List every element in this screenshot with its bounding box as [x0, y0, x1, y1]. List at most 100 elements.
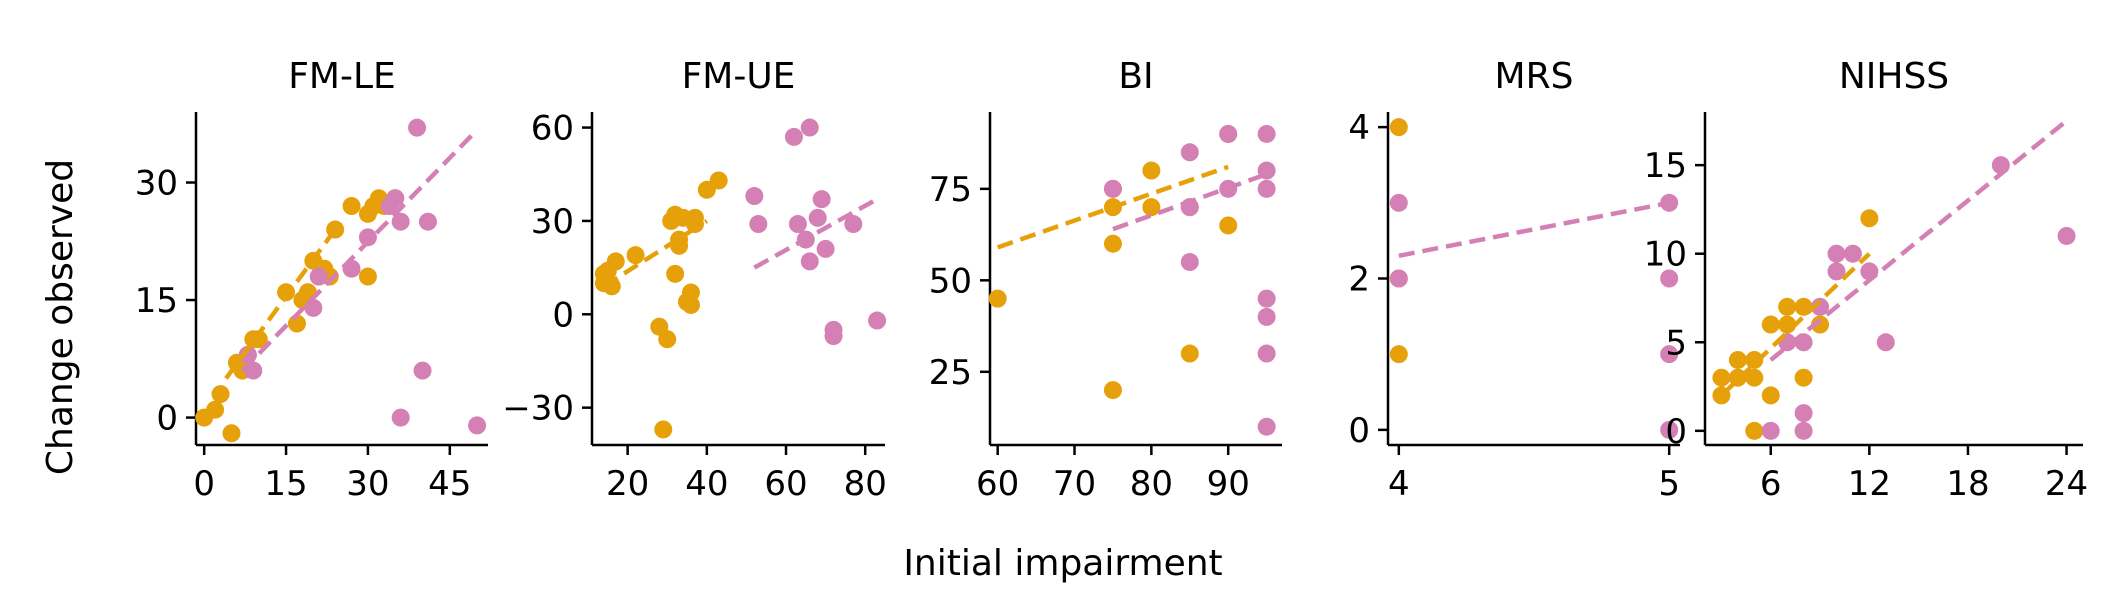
data-point-orange — [287, 314, 306, 333]
data-point-pink — [749, 215, 768, 234]
data-point-pink — [784, 127, 803, 146]
data-point-orange — [1389, 118, 1408, 137]
y-tick-label: 2 — [1348, 260, 1370, 300]
x-tick-label: 6 — [1760, 464, 1782, 504]
y-tick-label: 15 — [135, 281, 178, 321]
panel-bi: BI 25 50 75 60 70 80 90 — [929, 56, 1282, 504]
data-point-orange — [1745, 421, 1764, 440]
data-point-orange — [1745, 350, 1764, 369]
data-point-orange — [626, 246, 645, 265]
data-point-pink — [788, 215, 807, 234]
y-tick-label: 30 — [531, 202, 574, 242]
panel-title: BI — [1118, 56, 1153, 97]
data-point-orange — [1778, 297, 1797, 316]
x-tick-label: 70 — [1053, 464, 1096, 504]
x-tick-label: 18 — [1946, 464, 1989, 504]
data-point-pink — [1257, 417, 1276, 436]
y-tick-label: 0 — [1348, 411, 1370, 451]
x-tick-label: 12 — [1848, 464, 1891, 504]
y-tick-label: 0 — [1665, 412, 1687, 452]
data-point-orange — [1142, 198, 1161, 217]
data-point-pink — [1257, 124, 1276, 143]
trend-line-orange — [602, 219, 709, 289]
y-axis-label: Change observed — [40, 159, 81, 475]
trend-line-orange — [1719, 252, 1871, 398]
panel-title: MRS — [1495, 56, 1574, 97]
data-point-orange — [654, 420, 673, 439]
data-point-orange — [1811, 315, 1830, 334]
y-tick-label: 10 — [1644, 235, 1687, 275]
data-point-pink — [1257, 344, 1276, 363]
x-tick-label: 90 — [1207, 464, 1250, 504]
data-point-pink — [468, 416, 487, 435]
data-point-orange — [988, 289, 1007, 308]
data-point-orange — [1728, 350, 1747, 369]
x-tick-label: 45 — [428, 464, 471, 504]
data-point-pink — [1660, 269, 1679, 288]
data-point-orange — [666, 264, 685, 283]
data-point-pink — [1389, 193, 1408, 212]
data-point-orange — [1389, 345, 1408, 364]
data-point-pink — [413, 361, 432, 380]
x-tick-label: 60 — [976, 464, 1019, 504]
data-point-pink — [1257, 289, 1276, 308]
data-point-pink — [1660, 420, 1679, 439]
data-point-pink — [391, 212, 410, 231]
data-point-orange — [1142, 161, 1161, 180]
data-point-pink — [745, 187, 764, 206]
y-tick-label: 30 — [135, 164, 178, 204]
data-point-pink — [358, 228, 377, 247]
trend-line-pink — [240, 133, 474, 373]
trend-line-orange — [224, 228, 337, 380]
data-point-pink — [1219, 124, 1238, 143]
data-point-pink — [1257, 179, 1276, 198]
data-point-pink — [386, 189, 405, 208]
data-point-orange — [670, 236, 689, 255]
data-point-pink — [2057, 226, 2076, 245]
data-point-pink — [1827, 262, 1846, 281]
data-point-pink — [824, 327, 843, 346]
data-point-pink — [1180, 253, 1199, 272]
data-point-orange — [681, 283, 700, 302]
data-point-pink — [800, 252, 819, 271]
data-point-pink — [418, 212, 437, 231]
panel-fm-ue: FM-UE −30 0 30 60 20 40 60 80 — [502, 56, 887, 504]
data-point-orange — [358, 267, 377, 286]
x-tick-label: 4 — [1388, 464, 1410, 504]
x-tick-label: 80 — [1130, 464, 1173, 504]
panel-title: FM-LE — [288, 56, 396, 97]
data-point-pink — [808, 208, 827, 227]
data-point-pink — [309, 267, 328, 286]
data-point-orange — [1103, 381, 1122, 400]
data-point-pink — [391, 408, 410, 427]
data-point-pink — [1389, 269, 1408, 288]
data-point-orange — [606, 252, 625, 271]
trend-line-pink — [1112, 172, 1268, 232]
data-point-pink — [1843, 244, 1862, 263]
x-tick-label: 5 — [1658, 464, 1680, 504]
data-point-pink — [1761, 421, 1780, 440]
data-point-orange — [1745, 368, 1764, 387]
data-point-pink — [1180, 143, 1199, 162]
y-tick-label: −30 — [502, 389, 574, 429]
x-tick-label: 80 — [844, 464, 887, 504]
data-point-orange — [1103, 234, 1122, 253]
data-point-pink — [844, 215, 863, 234]
y-tick-label: 75 — [929, 170, 972, 210]
data-point-pink — [1827, 244, 1846, 263]
data-point-pink — [1257, 307, 1276, 326]
data-point-orange — [658, 330, 677, 349]
x-tick-label: 40 — [685, 464, 728, 504]
data-point-orange — [709, 171, 728, 190]
data-point-pink — [816, 239, 835, 258]
y-tick-label: 50 — [929, 261, 972, 301]
data-point-pink — [1794, 404, 1813, 423]
x-tick-label: 30 — [346, 464, 389, 504]
data-point-pink — [812, 190, 831, 209]
panel-title: FM-UE — [682, 56, 796, 97]
data-point-orange — [1180, 344, 1199, 363]
data-point-orange — [249, 330, 268, 349]
y-tick-label: 4 — [1348, 108, 1370, 148]
